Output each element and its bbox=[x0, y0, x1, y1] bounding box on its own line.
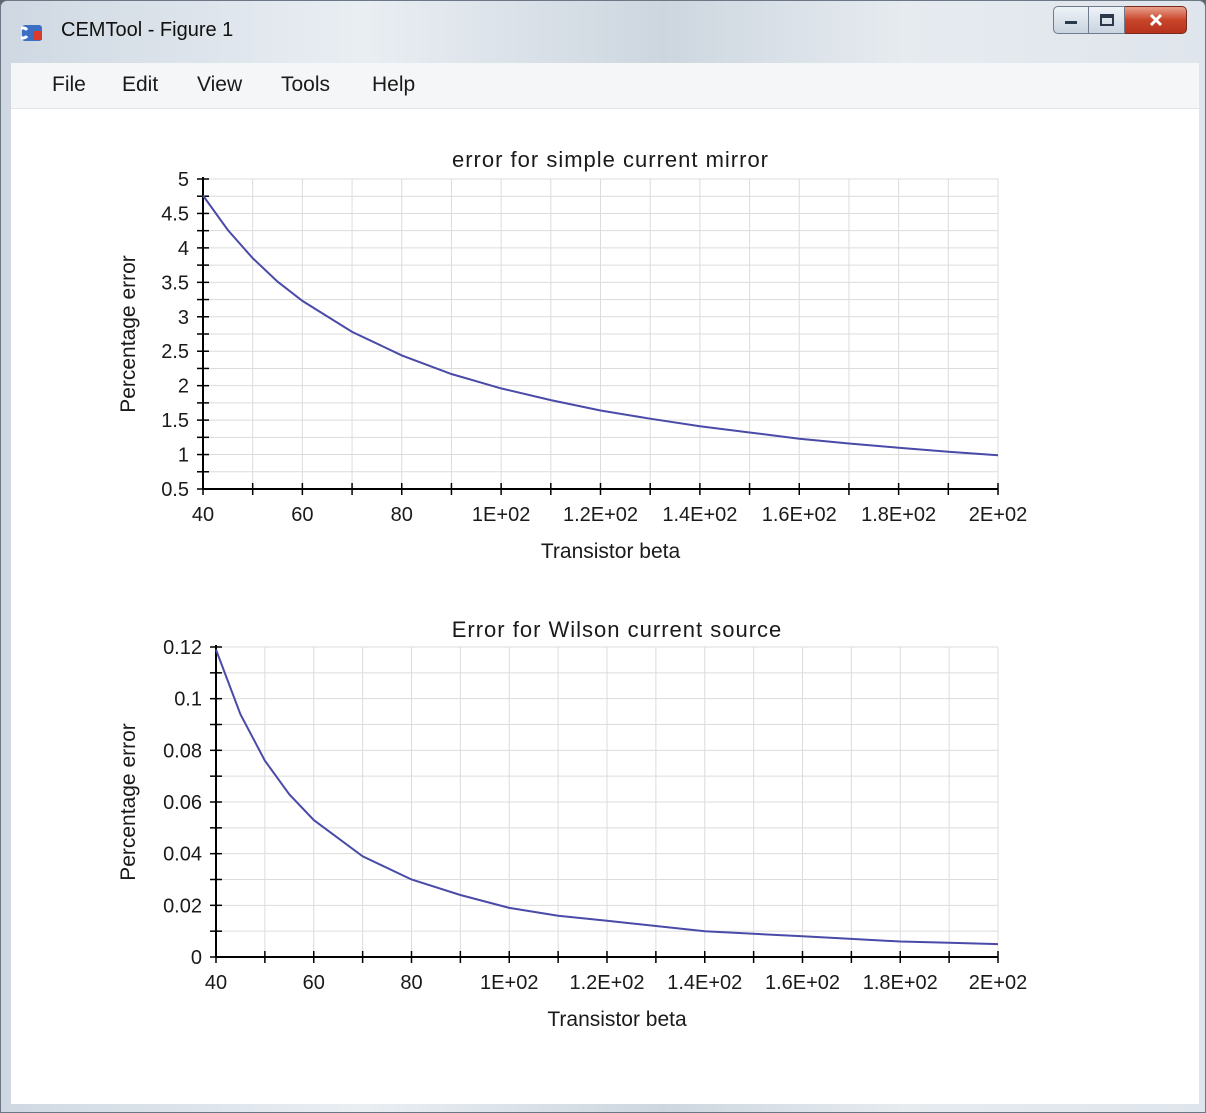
y-tick-label: 0.1 bbox=[174, 689, 202, 711]
y-tick-label: 2 bbox=[178, 376, 189, 398]
x-tick-label: 80 bbox=[391, 504, 413, 526]
menu-help[interactable]: Help bbox=[372, 73, 416, 96]
minimize-icon bbox=[1065, 21, 1077, 24]
chart-2: 40 60 80 1E+02 1.2E+02 1.4E+02 1.6E+02 1.8E+02 2… bbox=[117, 617, 1027, 1031]
title-bar[interactable]: CEMTool - Figure 1 bbox=[1, 1, 1205, 63]
y-tick-label: 1.5 bbox=[161, 410, 189, 432]
x-tick-label: 1E+02 bbox=[480, 972, 538, 994]
x-tick-label: 1.2E+02 bbox=[569, 972, 644, 994]
y-tick-label: 5 bbox=[178, 169, 189, 191]
series-line bbox=[202, 194, 999, 457]
y-tick-label: 0.12 bbox=[163, 637, 202, 659]
x-tick-label: 1.4E+02 bbox=[662, 504, 737, 526]
grid-lines bbox=[202, 178, 999, 490]
x-tick-label: 80 bbox=[400, 972, 422, 994]
chart-title: Error for Wilson current source bbox=[452, 617, 783, 642]
window-title: CEMTool - Figure 1 bbox=[61, 19, 234, 41]
grid-lines bbox=[215, 646, 999, 958]
menu-tools[interactable]: Tools bbox=[281, 73, 331, 96]
x-tick-label: 1.2E+02 bbox=[563, 504, 638, 526]
x-tick-label: 60 bbox=[303, 972, 325, 994]
x-tick-label: 1.8E+02 bbox=[863, 972, 938, 994]
y-tick-label: 3.5 bbox=[161, 272, 189, 294]
close-icon bbox=[1149, 13, 1162, 27]
y-tick-label: 0.04 bbox=[163, 844, 202, 866]
x-tick-label: 2E+02 bbox=[969, 504, 1027, 526]
x-tick-label: 40 bbox=[205, 972, 227, 994]
menu-bar: File Edit View Tools Help bbox=[11, 63, 1199, 109]
y-tick-label: 4.5 bbox=[161, 203, 189, 225]
y-axis-label: Percentage error bbox=[117, 255, 140, 413]
chart-title: error for simple current mirror bbox=[452, 147, 769, 172]
maximize-button[interactable] bbox=[1089, 6, 1125, 34]
caption-buttons bbox=[1053, 6, 1187, 36]
menu-view[interactable]: View bbox=[197, 73, 243, 96]
menu-file[interactable]: File bbox=[52, 73, 86, 96]
y-tick-label: 2.5 bbox=[161, 341, 189, 363]
y-axis-label: Percentage error bbox=[117, 723, 140, 881]
y-tick-label: 0.02 bbox=[163, 895, 202, 917]
cemtool-app-icon bbox=[21, 25, 42, 41]
x-axis-label: Transistor beta bbox=[541, 540, 681, 563]
chart-1: 40 60 80 1E+02 1.2E+02 1.4E+02 1.6E+02 1.8E+02 2… bbox=[117, 147, 1027, 563]
y-tick-label: 0.5 bbox=[161, 479, 189, 501]
figure-canvas: 40 60 80 1E+02 1.2E+02 1.4E+02 1.6E+02 1.8E+02 2… bbox=[11, 109, 1199, 1104]
x-tick-label: 1.6E+02 bbox=[765, 972, 840, 994]
y-tick-label: 0.08 bbox=[163, 740, 202, 762]
y-tick-label: 0.06 bbox=[163, 792, 202, 814]
x-tick-label: 1.8E+02 bbox=[861, 504, 936, 526]
x-tick-label: 1E+02 bbox=[472, 504, 530, 526]
close-button[interactable] bbox=[1125, 6, 1187, 34]
y-tick-label: 1 bbox=[178, 445, 189, 467]
maximize-icon bbox=[1099, 14, 1114, 26]
menu-edit[interactable]: Edit bbox=[122, 73, 159, 96]
x-tick-label: 60 bbox=[291, 504, 313, 526]
y-tick-label: 0 bbox=[191, 947, 202, 969]
x-axis-label: Transistor beta bbox=[547, 1008, 687, 1031]
x-tick-label: 40 bbox=[192, 504, 214, 526]
x-tick-label: 1.6E+02 bbox=[762, 504, 837, 526]
series-line bbox=[215, 649, 999, 946]
y-tick-label: 3 bbox=[178, 307, 189, 329]
figure-plot-area: 40 60 80 1E+02 1.2E+02 1.4E+02 1.6E+02 1.8E+02 2… bbox=[117, 147, 1027, 1031]
minimize-button[interactable] bbox=[1053, 6, 1089, 34]
x-tick-label: 2E+02 bbox=[969, 972, 1027, 994]
y-tick-label: 4 bbox=[178, 238, 189, 260]
x-tick-label: 1.4E+02 bbox=[667, 972, 742, 994]
